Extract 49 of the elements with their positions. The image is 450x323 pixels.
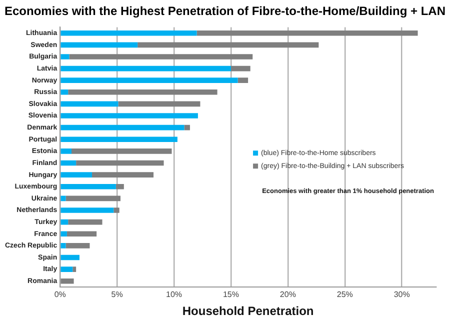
bar bbox=[68, 89, 218, 95]
bar bbox=[118, 101, 200, 107]
x-axis-title: Household Penetration bbox=[182, 304, 314, 318]
bar bbox=[60, 66, 231, 72]
x-tick-label: 30% bbox=[394, 290, 410, 300]
bar bbox=[66, 243, 90, 248]
x-tick-label: 5% bbox=[111, 290, 123, 300]
x-tick-label: 10% bbox=[166, 290, 182, 300]
bar bbox=[196, 30, 418, 36]
bar bbox=[60, 148, 72, 154]
bar bbox=[76, 160, 164, 166]
bar bbox=[60, 124, 184, 130]
bar bbox=[60, 136, 178, 142]
bar bbox=[60, 266, 73, 272]
x-tick-label: 0% bbox=[54, 290, 66, 300]
bar bbox=[60, 219, 68, 225]
bar bbox=[60, 42, 138, 48]
bar bbox=[60, 89, 68, 95]
bar bbox=[72, 266, 76, 272]
bar bbox=[68, 219, 102, 225]
bar bbox=[116, 184, 124, 190]
bar bbox=[60, 196, 66, 202]
bar bbox=[66, 231, 97, 237]
bar bbox=[66, 196, 120, 202]
bar bbox=[60, 184, 116, 190]
bar bbox=[60, 254, 80, 260]
x-tick-label: 25% bbox=[336, 290, 353, 300]
bar bbox=[92, 172, 154, 178]
bar bbox=[60, 160, 76, 166]
bar bbox=[60, 243, 66, 248]
bar bbox=[69, 54, 253, 60]
bar bbox=[60, 30, 197, 36]
bar bbox=[138, 42, 319, 48]
chart-title: Economies with the Highest Penetration of Fibre-to-the-Home/Building + LAN bbox=[3, 3, 446, 20]
bar bbox=[60, 54, 70, 60]
bar bbox=[238, 78, 248, 83]
bar bbox=[230, 66, 250, 72]
x-tick-label: 15% bbox=[222, 290, 239, 300]
bar bbox=[60, 172, 92, 178]
x-tick-label: 20% bbox=[280, 290, 296, 300]
bar bbox=[60, 208, 114, 213]
bar bbox=[60, 78, 238, 83]
bar bbox=[184, 124, 190, 130]
bar bbox=[60, 231, 67, 237]
bar bbox=[114, 208, 120, 213]
bar bbox=[60, 278, 74, 284]
bar bbox=[72, 148, 172, 154]
bar bbox=[60, 101, 118, 107]
bar bbox=[60, 113, 198, 118]
